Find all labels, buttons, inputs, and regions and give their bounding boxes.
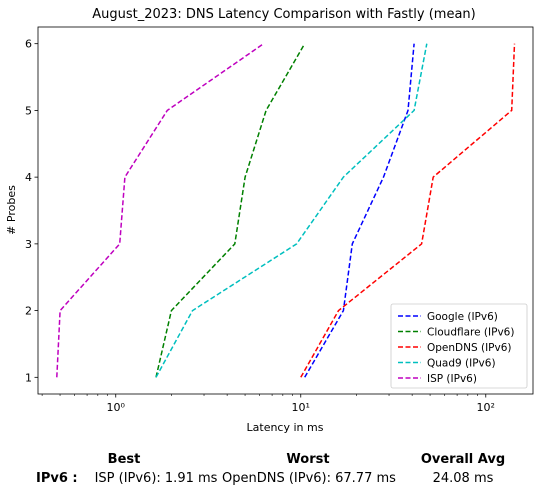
y-tick-label: 1 — [25, 371, 32, 384]
worst-value: OpenDNS (IPv6): 67.77 ms — [222, 471, 396, 486]
y-axis-label: # Probes — [5, 185, 18, 235]
x-tick-label: 10⁰ — [107, 401, 126, 414]
legend-entry: Quad9 (IPv6) — [427, 358, 496, 370]
y-tick-label: 6 — [25, 38, 32, 51]
x-tick-label: 10² — [477, 401, 495, 414]
series-line-3 — [155, 43, 428, 378]
worst-header: Worst — [286, 452, 330, 467]
best-value: ISP (IPv6): 1.91 ms — [94, 471, 218, 486]
plot-frame — [37, 26, 534, 395]
overall-avg-header: Overall Avg — [420, 452, 506, 467]
chart-title: August_2023: DNS Latency Comparison with… — [92, 7, 475, 22]
series-line-1 — [155, 43, 306, 378]
y-tick-label: 4 — [25, 171, 32, 184]
x-tick-label: 10¹ — [292, 401, 310, 414]
series-line-2 — [300, 43, 516, 378]
series-line-0 — [304, 43, 415, 378]
plot-area: 1 2 3 4 5 6 10⁰ 10¹ 10² Google (IPv6) Cloudflare (… — [25, 26, 534, 414]
legend-entry: ISP (IPv6) — [427, 373, 477, 385]
x-axis-label: Latency in ms — [247, 421, 324, 434]
y-tick-label: 2 — [25, 305, 32, 318]
legend-entry: Cloudflare (IPv6) — [427, 327, 514, 339]
series-line-4 — [56, 43, 265, 378]
legend-entry: Google (IPv6) — [427, 311, 498, 323]
overall-avg-value: 24.08 ms — [432, 471, 494, 486]
best-header: Best — [107, 452, 141, 467]
latency-chart: August_2023: DNS Latency Comparison with… — [5, 7, 534, 434]
y-tick-label: 5 — [25, 104, 32, 117]
ipv6-row-label: IPv6 : — [36, 471, 78, 486]
stats-table: Best Worst Overall Avg IPv6 : ISP (IPv6)… — [0, 448, 541, 496]
legend-box — [390, 303, 528, 389]
legend-entry: OpenDNS (IPv6) — [427, 342, 512, 354]
y-tick-label: 3 — [25, 238, 32, 251]
